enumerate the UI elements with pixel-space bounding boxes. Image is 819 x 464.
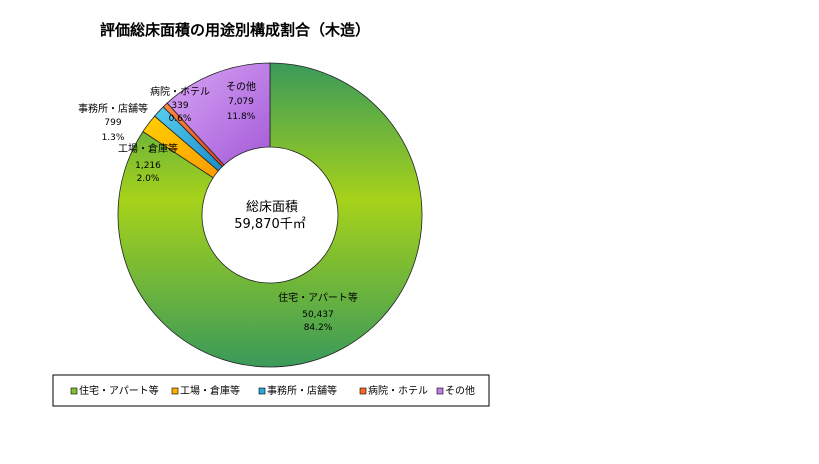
slice-housing <box>117 62 423 368</box>
legend-label-housing: 住宅・アパート等 <box>79 384 159 397</box>
legend-swatch-office <box>258 387 266 395</box>
legend-label-other: その他 <box>445 384 475 397</box>
slice-label-other-name: その他 <box>226 80 256 93</box>
slice-label-housing-percent: 84.2% <box>304 323 333 333</box>
center-value: 59,870千㎡ <box>234 217 306 232</box>
slice-label-hospital-name: 病院・ホテル <box>150 85 210 98</box>
slice-label-other-value: 7,079 <box>228 97 254 107</box>
slice-label-hospital-value: 339 <box>171 101 188 111</box>
legend-box <box>52 374 490 407</box>
slice-label-housing-name: 住宅・アパート等 <box>278 291 358 304</box>
slice-label-factory-percent: 2.0% <box>137 174 160 184</box>
slice-label-factory-name: 工場・倉庫等 <box>118 142 178 155</box>
legend-label-factory: 工場・倉庫等 <box>180 384 240 397</box>
slice-label-housing-value: 50,437 <box>302 310 334 320</box>
legend-swatch-other <box>436 387 444 395</box>
slice-label-hospital-percent: 0.6% <box>169 114 192 124</box>
legend-swatch-housing <box>70 387 78 395</box>
slice-labels: 住宅・アパート等 50,437 84.2% 工場・倉庫等 1,216 2.0% 事務所・店舗… <box>78 80 358 333</box>
legend-label-hospital: 病院・ホテル <box>368 384 428 397</box>
legend: 住宅・アパート等 工場・倉庫等 事務所・店舗等 病院・ホテル その他 <box>52 374 490 407</box>
legend-label-office: 事務所・店舗等 <box>267 384 337 397</box>
slice-label-office-name: 事務所・店舗等 <box>78 102 148 115</box>
slice-other <box>166 62 271 166</box>
chart-title: 評価総床面積の用途別構成割合（木造） <box>100 21 370 39</box>
donut-slices <box>117 62 423 368</box>
slice-label-factory-value: 1,216 <box>135 161 161 171</box>
slice-label-office-percent: 1.3% <box>102 133 125 143</box>
center-label: 総床面積 <box>246 200 298 215</box>
legend-swatch-factory <box>171 387 179 395</box>
slice-label-other-percent: 11.8% <box>227 112 256 122</box>
slice-label-office-value: 799 <box>104 118 121 128</box>
legend-swatch-hospital <box>359 387 367 395</box>
